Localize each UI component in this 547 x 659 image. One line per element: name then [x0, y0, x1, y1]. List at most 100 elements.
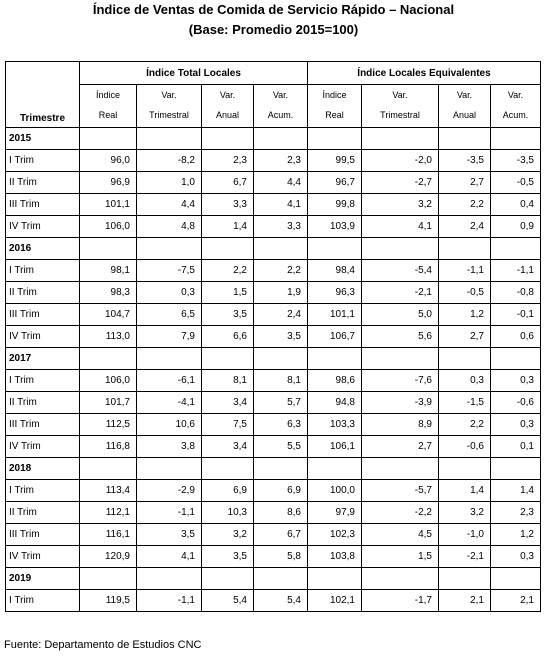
year-row: 2019 [5, 567, 541, 590]
group-locales-equivalentes: Índice Locales Equivalentes [307, 61, 541, 85]
value-cell: 96,7 [307, 171, 362, 194]
group-header-row: Trimestre Índice Total Locales Índice Lo… [5, 61, 541, 128]
empty-cell [79, 567, 137, 590]
value-cell: 0,4 [490, 193, 541, 216]
value-cell: -7,5 [136, 259, 202, 282]
table-row: I Trim 96,0 -8,2 2,3 2,3 99,5 -2,0 -3,5 -3,5 [5, 149, 541, 172]
value-cell: 104,7 [79, 303, 137, 326]
value-cell: 4,1 [361, 215, 439, 238]
value-cell: 106,0 [79, 215, 137, 238]
value-cell: -2,2 [361, 501, 439, 524]
value-cell: 0,6 [490, 325, 541, 348]
value-cell: 98,4 [307, 259, 362, 282]
value-cell: -8,2 [136, 149, 202, 172]
quarter-label: I Trim [5, 369, 80, 392]
empty-cell [201, 457, 254, 480]
value-cell: 3,3 [253, 215, 308, 238]
value-cell: 2,4 [438, 215, 491, 238]
value-cell: 3,2 [438, 501, 491, 524]
col-var-acum-eq: Var. Acum. [490, 84, 541, 128]
value-cell: -7,6 [361, 369, 439, 392]
value-cell: -1,1 [490, 259, 541, 282]
col-indice-real-eq: Índice Real [307, 84, 362, 128]
table-row: II Trim 101,7 -4,1 3,4 5,7 94,8 -3,9 -1,5 -0,6 [5, 391, 541, 414]
value-cell: 2,4 [253, 303, 308, 326]
trimestre-header-label: Trimestre [19, 113, 66, 124]
value-cell: 112,5 [79, 413, 137, 436]
quarter-label: III Trim [5, 523, 80, 546]
value-cell: 3,5 [136, 523, 202, 546]
empty-cell [136, 237, 202, 260]
value-cell: 96,3 [307, 281, 362, 304]
value-cell: -0,6 [490, 391, 541, 414]
empty-cell [438, 127, 491, 150]
value-cell: 0,3 [490, 545, 541, 568]
table-row: I Trim 113,4 -2,9 6,9 6,9 100,0 -5,7 1,4 1,4 [5, 479, 541, 502]
table-body: 2015 I Trim 96,0 -8,2 2,3 2,3 99,5 -2,0 -3,5 -3,5… [5, 127, 541, 612]
value-cell: 116,1 [79, 523, 137, 546]
quarter-label: I Trim [5, 479, 80, 502]
empty-cell [490, 347, 541, 370]
empty-cell [438, 347, 491, 370]
table-row: II Trim 112,1 -1,1 10,3 8,6 97,9 -2,2 3,2 2,3 [5, 501, 541, 524]
value-cell: 113,0 [79, 325, 137, 348]
table-row: I Trim 98,1 -7,5 2,2 2,2 98,4 -5,4 -1,1 -1,1 [5, 259, 541, 282]
value-cell: 3,3 [201, 193, 254, 216]
table-title: Índice de Ventas de Comida de Servicio R… [92, 2, 455, 17]
table-row: III Trim 116,1 3,5 3,2 6,7 102,3 4,5 -1,0 1,2 [5, 523, 541, 546]
value-cell: 1,2 [490, 523, 541, 546]
value-cell: -3,5 [490, 149, 541, 172]
table-row: III Trim 101,1 4,4 3,3 4,1 99,8 3,2 2,2 0,4 [5, 193, 541, 216]
empty-cell [307, 457, 362, 480]
empty-cell [253, 127, 308, 150]
quarter-label: IV Trim [5, 325, 80, 348]
value-cell: 3,5 [201, 545, 254, 568]
col-indice-real: Índice Real [79, 84, 137, 128]
value-cell: -3,9 [361, 391, 439, 414]
value-cell: 2,7 [438, 171, 491, 194]
empty-cell [201, 567, 254, 590]
value-cell: 2,7 [438, 325, 491, 348]
value-cell: 102,3 [307, 523, 362, 546]
value-cell: 2,2 [253, 259, 308, 282]
value-cell: 99,5 [307, 149, 362, 172]
year-label: 2018 [5, 457, 80, 480]
value-cell: 3,4 [201, 435, 254, 458]
empty-cell [490, 237, 541, 260]
quarter-label: III Trim [5, 413, 80, 436]
empty-cell [361, 567, 439, 590]
year-row: 2016 [5, 237, 541, 260]
value-cell: 2,1 [490, 589, 541, 612]
value-cell: 112,1 [79, 501, 137, 524]
group-total-locales: Índice Total Locales [79, 61, 308, 85]
value-cell: 6,9 [253, 479, 308, 502]
quarter-label: III Trim [5, 303, 80, 326]
quarter-label: II Trim [5, 391, 80, 414]
empty-cell [253, 567, 308, 590]
table-row: I Trim 119,5 -1,1 5,4 5,4 102,1 -1,7 2,1 2,1 [5, 589, 541, 612]
value-cell: 1,5 [361, 545, 439, 568]
value-cell: 96,0 [79, 149, 137, 172]
value-cell: -2,7 [361, 171, 439, 194]
column-header-row: Índice Real Var. Trimestral Var. Anual Var.… [6, 84, 541, 128]
value-cell: 0,3 [490, 369, 541, 392]
empty-cell [201, 347, 254, 370]
value-cell: 1,4 [438, 479, 491, 502]
table-subtitle: (Base: Promedio 2015=100) [188, 22, 359, 37]
value-cell: 99,8 [307, 193, 362, 216]
value-cell: -5,4 [361, 259, 439, 282]
col-var-anual-eq: Var. Anual [438, 84, 491, 128]
value-cell: 3,2 [201, 523, 254, 546]
value-cell: -6,1 [136, 369, 202, 392]
value-cell: 94,8 [307, 391, 362, 414]
value-cell: 98,1 [79, 259, 137, 282]
col-var-trimestral-eq: Var. Trimestral [361, 84, 439, 128]
empty-cell [253, 237, 308, 260]
empty-cell [361, 237, 439, 260]
value-cell: 97,9 [307, 501, 362, 524]
value-cell: 4,8 [136, 215, 202, 238]
value-cell: 103,8 [307, 545, 362, 568]
table-row: IV Trim 116,8 3,8 3,4 5,5 106,1 2,7 -0,6 0,1 [5, 435, 541, 458]
value-cell: 103,3 [307, 413, 362, 436]
value-cell: 113,4 [79, 479, 137, 502]
